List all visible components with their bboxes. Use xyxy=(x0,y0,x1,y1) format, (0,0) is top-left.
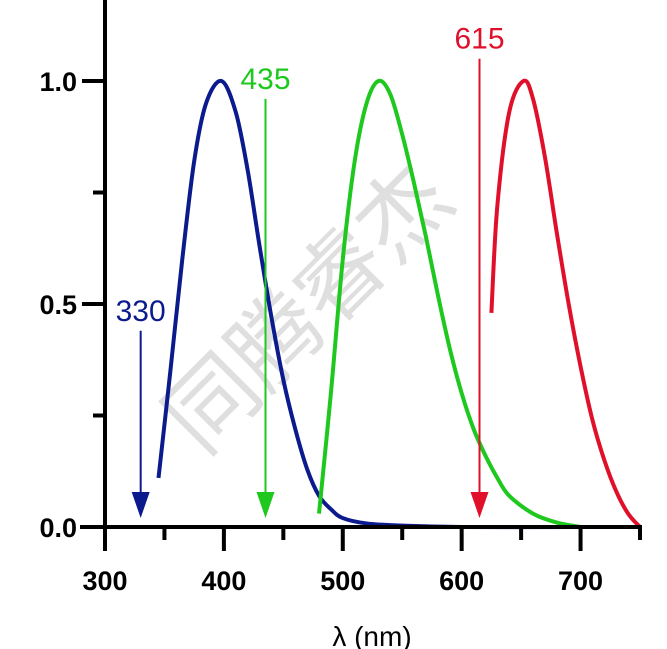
x-axis-label: λ (nm) xyxy=(332,621,411,649)
x-tick-label: 700 xyxy=(558,566,603,596)
arrow-head-330 xyxy=(131,492,150,518)
series-line-2 xyxy=(489,78,642,529)
y-tick-label: 0.0 xyxy=(39,513,77,543)
y-tick-label: 1.0 xyxy=(39,67,77,97)
series-line-0 xyxy=(156,78,581,530)
arrow-head-435 xyxy=(256,492,275,518)
x-tick-label: 600 xyxy=(439,566,484,596)
series-line-1 xyxy=(317,78,581,529)
annotation-label: 615 xyxy=(454,23,504,56)
x-tick-label: 300 xyxy=(82,566,127,596)
annotation-label: 330 xyxy=(116,295,166,328)
y-tick-label: 0.5 xyxy=(39,290,77,320)
x-tick-label: 500 xyxy=(320,566,365,596)
arrow-head-615 xyxy=(470,492,489,518)
annotation-label: 435 xyxy=(240,63,290,96)
x-tick-label: 400 xyxy=(201,566,246,596)
watermark: 同腾睿杰 xyxy=(146,146,471,471)
